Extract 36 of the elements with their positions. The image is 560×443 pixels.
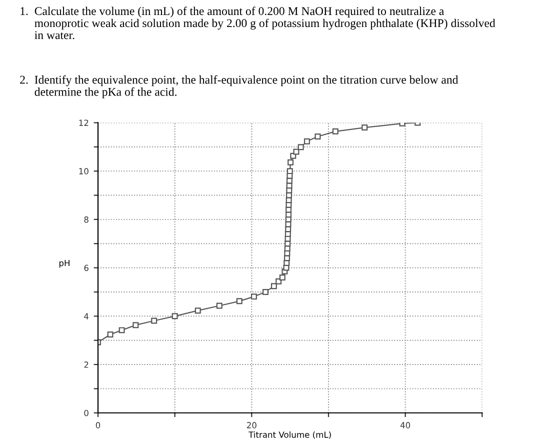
y-axis-title: pH bbox=[59, 260, 70, 268]
x-axis-title: Titrant Volume (mL) bbox=[248, 431, 331, 439]
point bbox=[151, 318, 158, 324]
point bbox=[279, 274, 286, 280]
point bbox=[262, 288, 268, 295]
point bbox=[314, 134, 321, 140]
point bbox=[298, 144, 304, 150]
point bbox=[236, 298, 242, 304]
y-tick-label: 12 bbox=[79, 120, 88, 126]
point bbox=[270, 283, 277, 290]
y-tick-label: 10 bbox=[79, 168, 88, 174]
point bbox=[362, 124, 368, 131]
point bbox=[250, 294, 257, 300]
point bbox=[286, 168, 293, 174]
point bbox=[290, 152, 296, 159]
point bbox=[332, 128, 338, 134]
x-tick-label: 0 bbox=[96, 422, 100, 428]
point bbox=[194, 308, 201, 314]
point bbox=[118, 327, 125, 334]
text: 2. Identify the equivalence point, the half-equivalence point on the titration curve below and determine the pKa of the acid. bbox=[20, 75, 458, 98]
y-tick-label: 4 bbox=[84, 313, 89, 320]
text: 1. Calculate the volume (in mL) of the amount of 0.200 M NaOH required to neutralize a monoprotic weak acid solution made by 2.00 g of potassium hydrogen phthalate (KHP) dissolved in water. bbox=[20, 6, 496, 40]
y-tick-label: 8 bbox=[84, 216, 88, 223]
y-tick-label: 2 bbox=[84, 361, 88, 368]
y-tick-label: 0 bbox=[84, 410, 88, 416]
point bbox=[293, 148, 300, 155]
point bbox=[172, 313, 178, 320]
point bbox=[288, 159, 294, 166]
point bbox=[276, 278, 282, 284]
point bbox=[304, 138, 310, 144]
x-tick-label: 20 bbox=[246, 422, 256, 428]
point bbox=[107, 332, 114, 338]
x-tick-label: 40 bbox=[400, 422, 410, 428]
y-tick-label: 6 bbox=[84, 264, 88, 272]
point bbox=[132, 322, 139, 328]
point bbox=[216, 302, 222, 309]
